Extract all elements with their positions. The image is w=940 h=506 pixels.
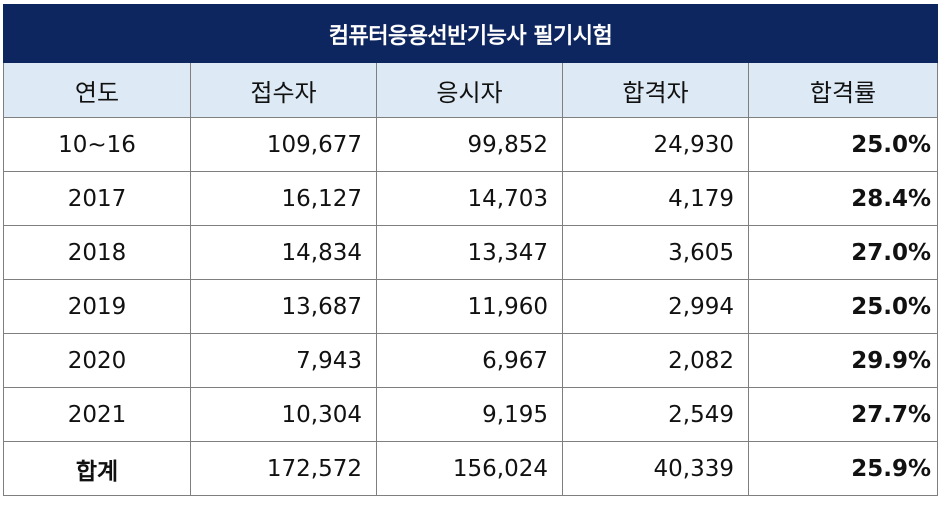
pass-rate-cell: 27.7% — [748, 387, 938, 442]
pass-rate-cell: 27.0% — [748, 225, 938, 280]
header-examinees: 응시자 — [376, 62, 563, 118]
table-row: 2017 16,127 14,703 4,179 28.4% — [3, 171, 938, 226]
table-row: 2021 10,304 9,195 2,549 27.7% — [3, 387, 938, 442]
pass-rate-cell: 28.4% — [748, 171, 938, 226]
examinees-cell: 13,347 — [376, 225, 563, 280]
passers-cell: 24,930 — [562, 117, 749, 172]
pass-rate-cell: 25.0% — [748, 279, 938, 334]
passers-cell: 4,179 — [562, 171, 749, 226]
examinees-cell: 9,195 — [376, 387, 563, 442]
header-applicants: 접수자 — [190, 62, 377, 118]
total-pass-rate-cell: 25.9% — [748, 441, 938, 496]
year-cell: 10~16 — [3, 117, 191, 172]
total-examinees-cell: 156,024 — [376, 441, 563, 496]
applicants-cell: 10,304 — [190, 387, 377, 442]
title-row: 컴퓨터응용선반기능사 필기시험 — [3, 4, 938, 63]
examinees-cell: 11,960 — [376, 279, 563, 334]
year-cell: 2017 — [3, 171, 191, 226]
year-cell: 2019 — [3, 279, 191, 334]
examinees-cell: 99,852 — [376, 117, 563, 172]
header-row: 연도 접수자 응시자 합격자 합격률 — [3, 62, 938, 118]
passers-cell: 2,994 — [562, 279, 749, 334]
pass-rate-cell: 29.9% — [748, 333, 938, 388]
header-passers: 합격자 — [562, 62, 749, 118]
stats-table-container: 컴퓨터응용선반기능사 필기시험 연도 접수자 응시자 합격자 합격률 10~16… — [3, 4, 938, 496]
total-applicants-cell: 172,572 — [190, 441, 377, 496]
applicants-cell: 16,127 — [190, 171, 377, 226]
header-year: 연도 — [3, 62, 191, 118]
exam-statistics-table: 컴퓨터응용선반기능사 필기시험 연도 접수자 응시자 합격자 합격률 10~16… — [3, 4, 938, 496]
passers-cell: 2,549 — [562, 387, 749, 442]
year-cell: 2018 — [3, 225, 191, 280]
examinees-cell: 6,967 — [376, 333, 563, 388]
table-row: 2019 13,687 11,960 2,994 25.0% — [3, 279, 938, 334]
applicants-cell: 14,834 — [190, 225, 377, 280]
examinees-cell: 14,703 — [376, 171, 563, 226]
total-label-cell: 합계 — [3, 441, 191, 496]
passers-cell: 3,605 — [562, 225, 749, 280]
table-title: 컴퓨터응용선반기능사 필기시험 — [3, 4, 938, 63]
table-row: 10~16 109,677 99,852 24,930 25.0% — [3, 117, 938, 172]
table-row: 2020 7,943 6,967 2,082 29.9% — [3, 333, 938, 388]
total-passers-cell: 40,339 — [562, 441, 749, 496]
passers-cell: 2,082 — [562, 333, 749, 388]
year-cell: 2020 — [3, 333, 191, 388]
header-pass-rate: 합격률 — [748, 62, 938, 118]
applicants-cell: 13,687 — [190, 279, 377, 334]
pass-rate-cell: 25.0% — [748, 117, 938, 172]
table-row: 2018 14,834 13,347 3,605 27.0% — [3, 225, 938, 280]
applicants-cell: 7,943 — [190, 333, 377, 388]
year-cell: 2021 — [3, 387, 191, 442]
applicants-cell: 109,677 — [190, 117, 377, 172]
total-row: 합계 172,572 156,024 40,339 25.9% — [3, 441, 938, 496]
